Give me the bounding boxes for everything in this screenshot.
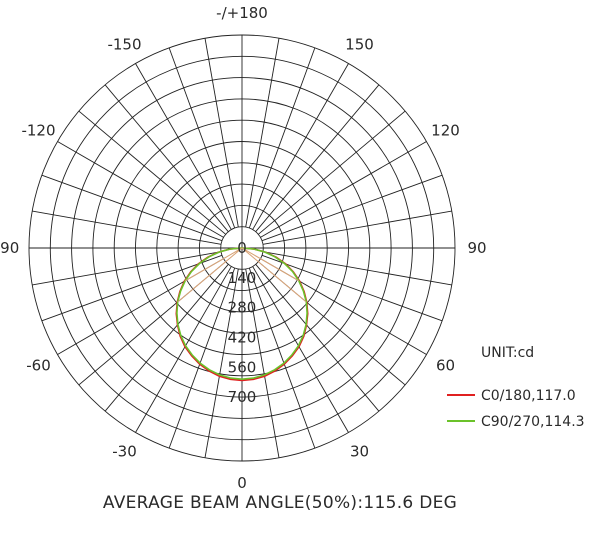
grid-spoke: [78, 110, 226, 235]
grid-spoke: [262, 210, 452, 245]
radial-tick-label: 0: [237, 239, 247, 257]
grid-spoke: [32, 210, 222, 245]
grid-spoke: [135, 63, 232, 230]
grid-spoke: [32, 251, 222, 286]
legend-label-c90: C90/270,114.3: [481, 414, 585, 430]
grid-spoke: [245, 38, 280, 228]
angle-label: 60: [436, 357, 455, 375]
grid-spoke: [252, 266, 349, 433]
angle-label: -/+180: [216, 4, 268, 22]
legend: UNIT:cd C0/180,117.0 C90/270,114.3: [447, 345, 585, 430]
grid-spoke: [104, 264, 229, 412]
grid-spoke: [204, 38, 239, 228]
grid-spoke: [41, 254, 223, 322]
grid-spoke: [260, 141, 427, 238]
grid-spoke: [104, 84, 229, 232]
grid-spoke: [252, 63, 349, 230]
grid-spoke: [248, 47, 316, 229]
legend-label-c0: C0/180,117.0: [481, 388, 576, 404]
grid-spoke: [41, 174, 223, 242]
grid-spoke: [261, 174, 443, 242]
radial-tick-label: 280: [228, 299, 257, 317]
angle-label: 30: [350, 443, 369, 461]
series-ray: [241, 247, 300, 282]
radial-labels: 0 140 280 420 560 700: [228, 239, 257, 406]
grid-spoke: [255, 84, 380, 232]
angle-label: 120: [431, 122, 460, 140]
radial-tick-label: 700: [228, 388, 257, 406]
angle-label: -90: [0, 239, 19, 257]
angle-label: 150: [345, 36, 374, 54]
grid-spoke: [168, 267, 236, 449]
grid-spoke: [168, 47, 236, 229]
polar-grid: [28, 34, 456, 462]
beam-angle-footer: AVERAGE BEAM ANGLE(50%):115.6 DEG: [103, 493, 457, 513]
grid-spoke: [262, 251, 452, 286]
grid-spoke: [204, 268, 239, 458]
grid-spoke: [255, 264, 380, 412]
unit-label: UNIT:cd: [481, 345, 534, 361]
radial-tick-label: 420: [228, 329, 257, 347]
radial-tick-label: 140: [228, 269, 257, 287]
angle-label: -60: [26, 357, 51, 375]
grid-spoke: [135, 266, 232, 433]
angle-label: 0: [237, 474, 247, 492]
grid-spoke: [258, 110, 406, 235]
grid-spoke: [245, 268, 280, 458]
angle-labels: 0 30 60 90 120 150 -/+180 -150 -120 -90 -60 -30: [0, 4, 487, 492]
angle-label: -30: [112, 443, 137, 461]
series-layer: [175, 247, 309, 382]
grid-spoke: [248, 267, 316, 449]
series-ray: [184, 247, 243, 282]
radial-tick-label: 560: [228, 358, 257, 376]
grid-spoke: [261, 254, 443, 322]
angle-label: 90: [467, 239, 486, 257]
series-ray: [177, 247, 243, 303]
grid-spoke: [57, 141, 224, 238]
series-ray: [241, 247, 307, 303]
angle-label: -120: [21, 122, 55, 140]
angle-label: -150: [107, 36, 141, 54]
